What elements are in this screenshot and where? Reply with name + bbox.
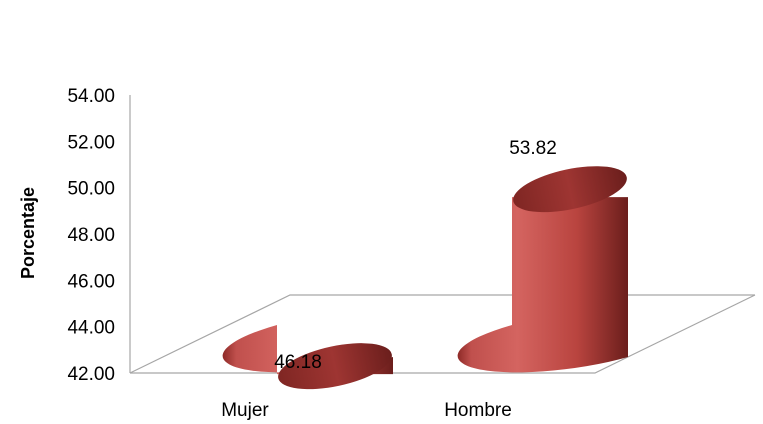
bar-hombre — [457, 166, 628, 373]
y-tick-label: 52.00 — [67, 132, 115, 153]
category-label: Hombre — [444, 400, 512, 421]
bar-top — [513, 166, 627, 213]
category-labels: Mujer Hombre — [221, 400, 512, 421]
y-tick-label: 54.00 — [67, 86, 115, 107]
floor-back-edge — [129, 294, 755, 374]
y-tick-label: 50.00 — [67, 179, 115, 200]
bars — [222, 166, 628, 390]
data-label: 46.18 — [274, 352, 322, 373]
y-axis-title: Porcentaje — [18, 187, 38, 279]
category-label: Mujer — [221, 400, 269, 421]
y-axis-ticks: 42.00 44.00 46.00 48.00 50.00 52.00 54.00 — [67, 86, 115, 385]
data-labels: 46.18 53.82 — [274, 138, 557, 373]
data-label: 53.82 — [509, 138, 557, 159]
floor-front-edge — [130, 294, 756, 374]
bar-mujer — [222, 325, 393, 390]
y-tick-label: 44.00 — [67, 318, 115, 339]
y-tick-label: 42.00 — [67, 364, 115, 385]
axes — [129, 95, 756, 374]
bar-body — [222, 325, 393, 375]
bar-top — [278, 343, 392, 390]
bar-body — [457, 197, 628, 373]
y-tick-label: 48.00 — [67, 225, 115, 246]
y-tick-label: 46.00 — [67, 271, 115, 292]
